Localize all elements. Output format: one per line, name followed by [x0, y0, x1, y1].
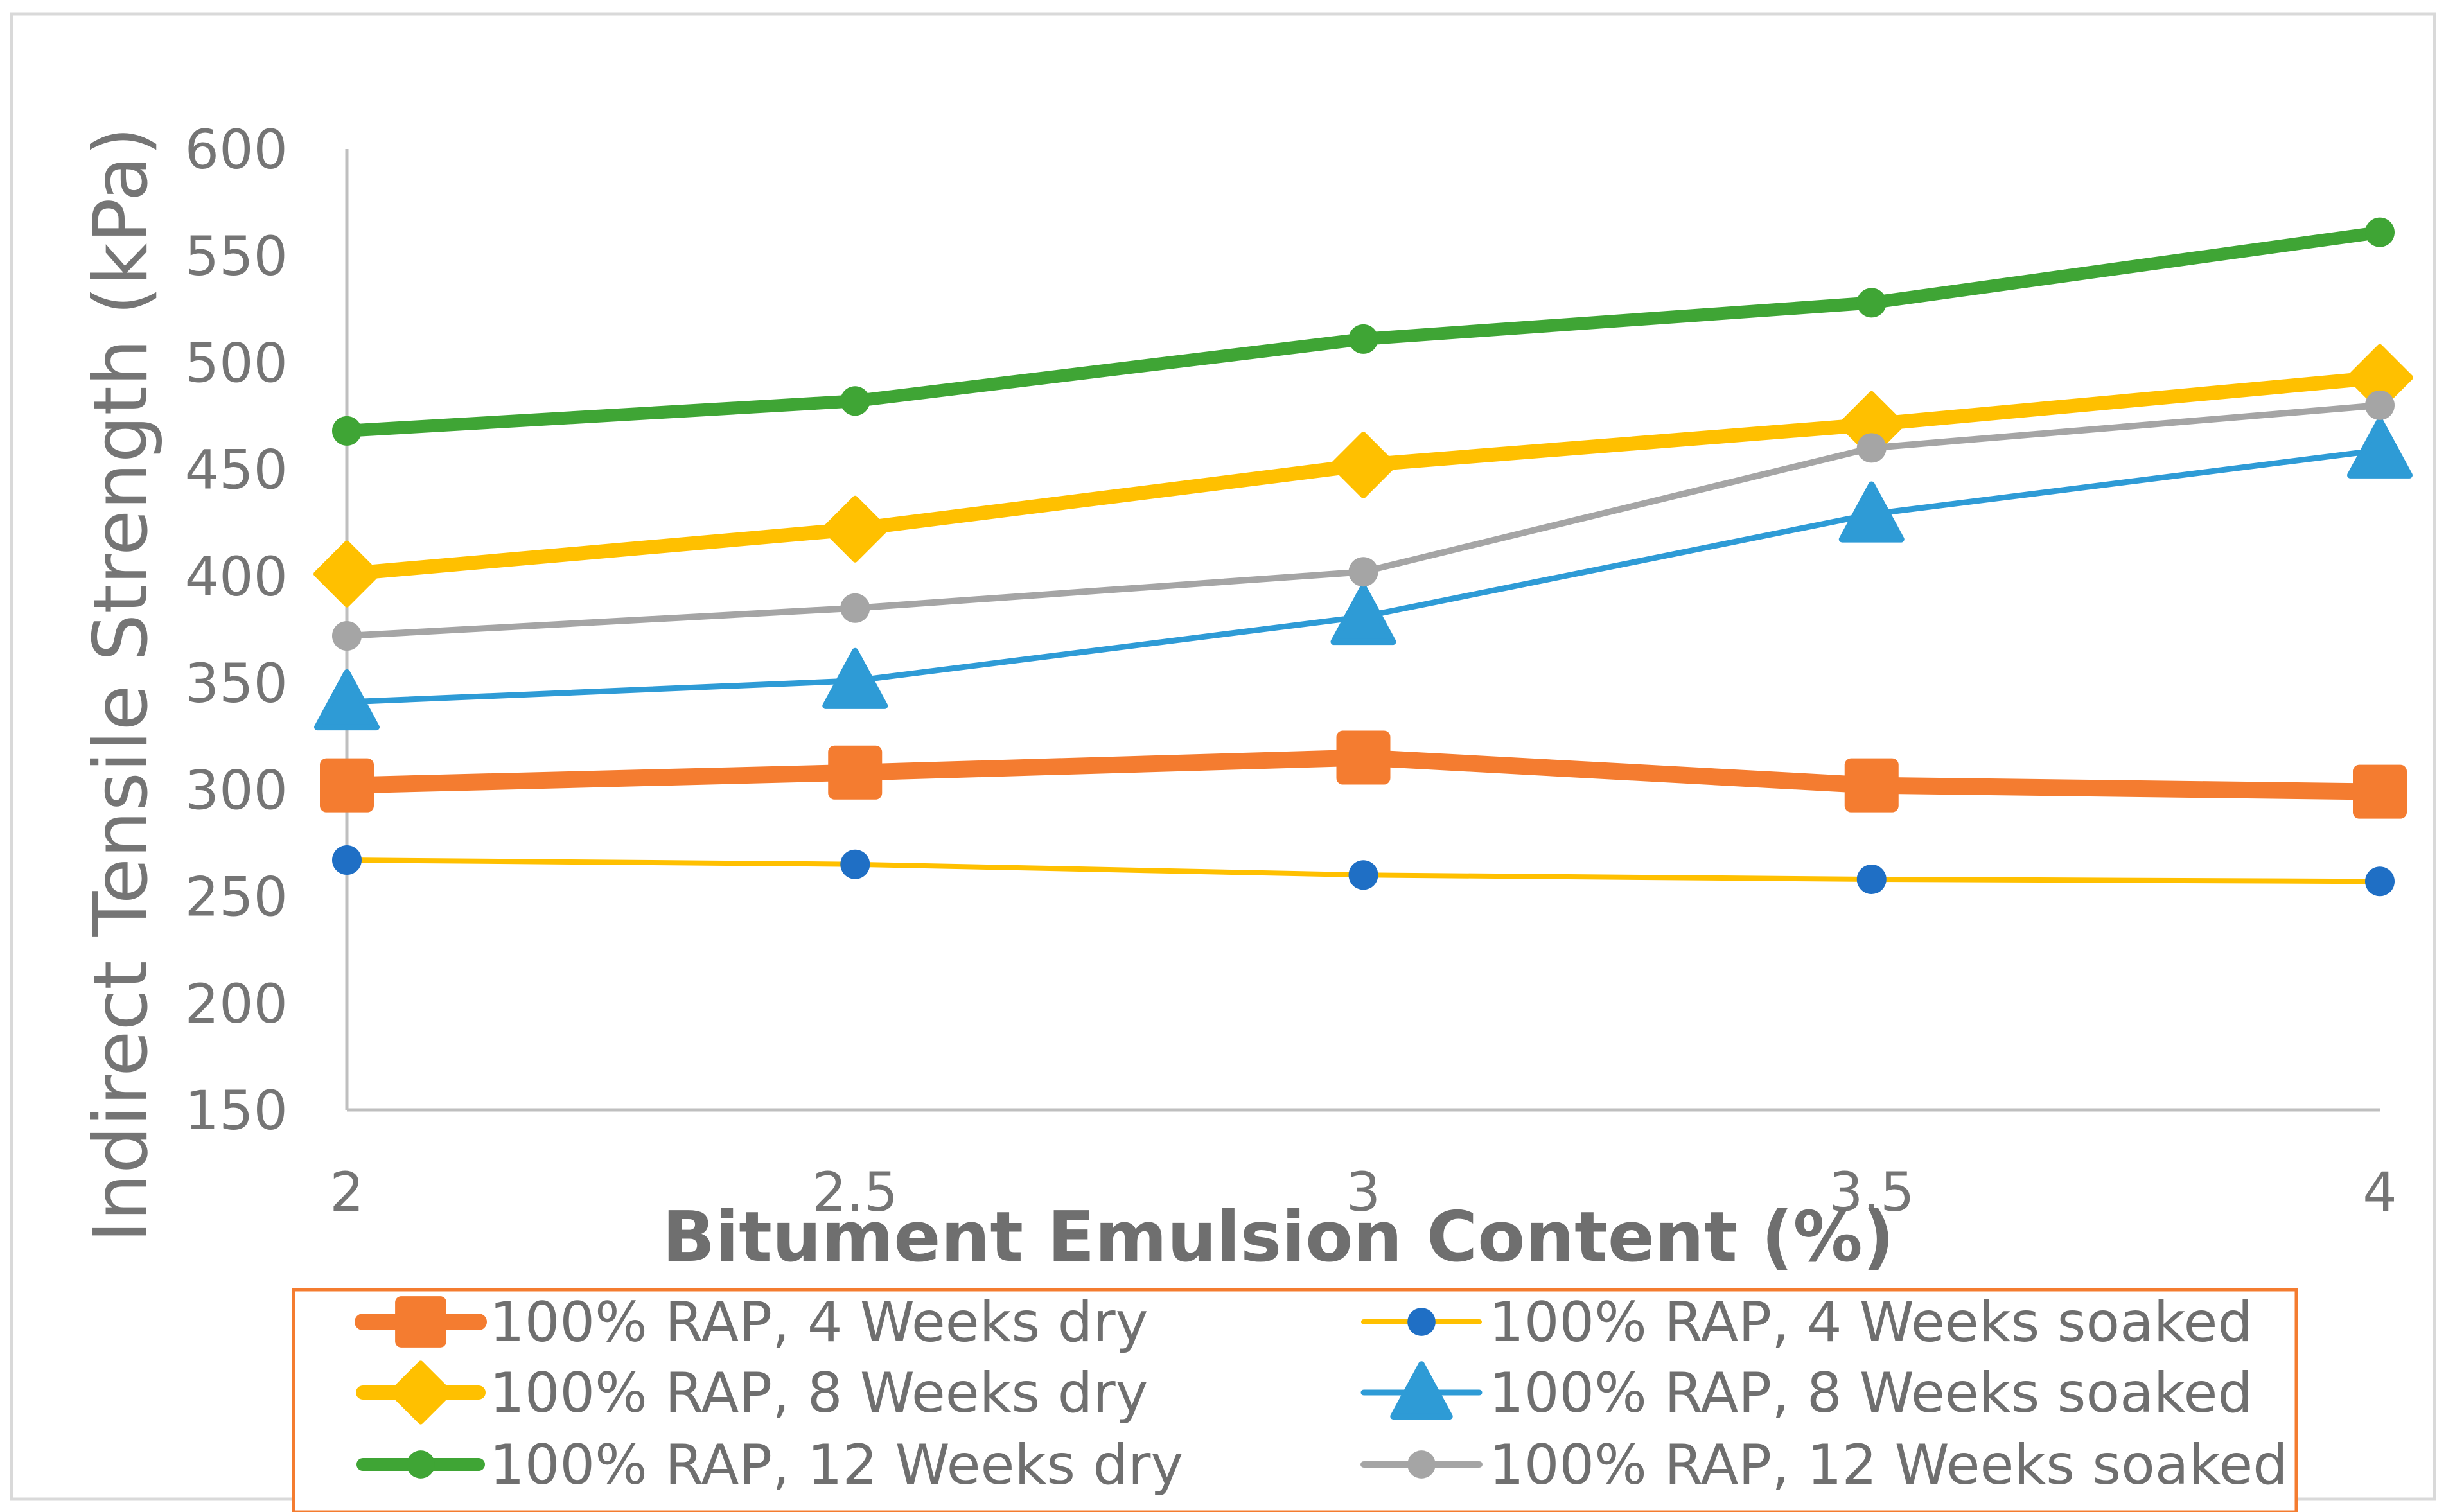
data-point — [1856, 864, 1887, 894]
y-tick-label: 300 — [185, 759, 288, 822]
data-point — [1838, 481, 1905, 543]
legend-marker — [407, 1450, 435, 1479]
data-point — [822, 647, 888, 709]
data-point — [1348, 860, 1378, 890]
data-point — [313, 540, 380, 608]
data-point — [2365, 217, 2395, 247]
data-point — [828, 745, 883, 800]
series-layer — [313, 217, 2413, 897]
legend-item: 100% RAP, 4 Weeks dry — [355, 1290, 1148, 1355]
x-tick-label: 3.5 — [1829, 1161, 1915, 1224]
y-tick-label: 400 — [185, 545, 288, 608]
y-axis-title: Indirect Tensile Strength (kPa) — [78, 127, 164, 1243]
series-4 — [314, 417, 2413, 731]
data-point — [1330, 584, 1396, 646]
data-point — [1844, 758, 1899, 813]
series-2 — [332, 845, 2395, 897]
y-tick-label: 200 — [185, 972, 288, 1035]
data-point — [840, 849, 870, 879]
legend-item: 100% RAP, 4 Weeks soaked — [1361, 1290, 2253, 1355]
legend-marker — [1407, 1308, 1436, 1336]
data-point — [2365, 866, 2395, 897]
data-point — [2365, 390, 2395, 420]
legend-item: 100% RAP, 12 Weeks soaked — [1360, 1433, 2288, 1497]
y-tick-label: 350 — [185, 652, 288, 715]
legend-marker — [1390, 1361, 1453, 1420]
data-point — [314, 669, 380, 731]
data-point — [320, 758, 374, 813]
legend-label: 100% RAP, 12 Weeks soaked — [1489, 1433, 2288, 1497]
legend-marker — [395, 1296, 446, 1348]
data-point — [1856, 433, 1887, 463]
y-tick-label: 600 — [185, 118, 288, 181]
x-tick-label: 2.5 — [812, 1161, 898, 1224]
x-axis-title: Bitument Emulsion Content (%) — [662, 1197, 1894, 1278]
legend-item: 100% RAP, 12 Weeks dry — [356, 1433, 1183, 1497]
x-tick-label: 3 — [1346, 1161, 1380, 1224]
x-tick-label: 4 — [2362, 1161, 2397, 1224]
data-point — [840, 593, 870, 623]
data-point — [332, 416, 362, 446]
legend-label: 100% RAP, 8 Weeks soaked — [1489, 1361, 2253, 1425]
data-point — [332, 845, 362, 875]
data-point — [840, 386, 870, 416]
data-point — [332, 620, 362, 651]
data-point — [1348, 557, 1378, 587]
y-tick-label: 250 — [185, 866, 288, 929]
data-point — [822, 495, 889, 563]
y-tick-label: 150 — [185, 1079, 288, 1142]
legend-marker — [389, 1360, 453, 1425]
legend-item: 100% RAP, 8 Weeks soaked — [1360, 1361, 2253, 1425]
data-point — [1336, 730, 1391, 785]
series-6 — [332, 390, 2395, 651]
y-tick-label: 500 — [185, 331, 288, 394]
legend-label: 100% RAP, 4 Weeks soaked — [1489, 1290, 2253, 1355]
labels-layer: Indirect Tensile Strength (kPa) Bitument… — [78, 127, 1894, 1278]
x-tick-label: 2 — [330, 1161, 364, 1224]
series-3 — [313, 344, 2413, 608]
legend-label: 100% RAP, 8 Weeks dry — [489, 1361, 1148, 1425]
y-tick-label: 550 — [185, 225, 288, 288]
data-point — [1856, 288, 1887, 318]
legend-label: 100% RAP, 4 Weeks dry — [489, 1290, 1148, 1355]
legend-box — [292, 1288, 2298, 1512]
y-tick-label: 450 — [185, 439, 288, 502]
legend-item: 100% RAP, 8 Weeks dry — [356, 1360, 1148, 1425]
data-point — [1330, 432, 1397, 499]
series-1 — [320, 730, 2407, 819]
data-point — [1348, 324, 1378, 354]
data-point — [2347, 417, 2413, 479]
legend-marker — [1407, 1450, 1436, 1479]
data-point — [2353, 764, 2407, 819]
legend: 100% RAP, 4 Weeks dry 100% RAP, 4 Weeks s… — [292, 1288, 2298, 1512]
legend-label: 100% RAP, 12 Weeks dry — [489, 1433, 1183, 1497]
series-5 — [332, 217, 2395, 446]
axes: 150 200 250 300 350 400 450 500 550 600 2 2.5 3 3.5 4 — [185, 118, 2397, 1224]
